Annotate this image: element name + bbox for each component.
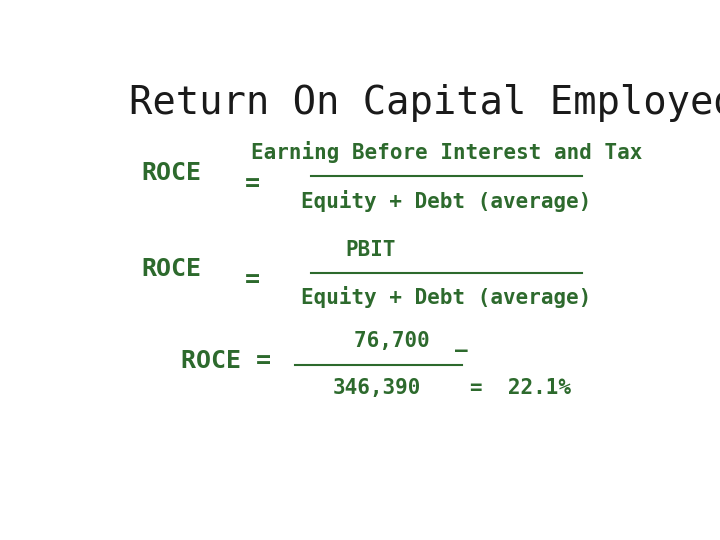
Text: Equity + Debt (average): Equity + Debt (average)	[301, 286, 592, 308]
Text: =: =	[246, 172, 260, 196]
Text: ROCE: ROCE	[141, 160, 202, 185]
Text: Earning Before Interest and Tax: Earning Before Interest and Tax	[251, 141, 642, 164]
Text: =: =	[246, 268, 260, 292]
Text: 346,390: 346,390	[333, 378, 421, 398]
Text: Equity + Debt (average): Equity + Debt (average)	[301, 190, 592, 212]
Text: Return On Capital Employed ROCE: Return On Capital Employed ROCE	[129, 84, 720, 122]
Text: 76,700  _: 76,700 _	[354, 331, 467, 352]
Text: ROCE =: ROCE =	[181, 349, 271, 373]
Text: ROCE: ROCE	[141, 257, 202, 281]
Text: PBIT: PBIT	[346, 240, 396, 260]
Text: =  22.1%: = 22.1%	[469, 378, 571, 398]
